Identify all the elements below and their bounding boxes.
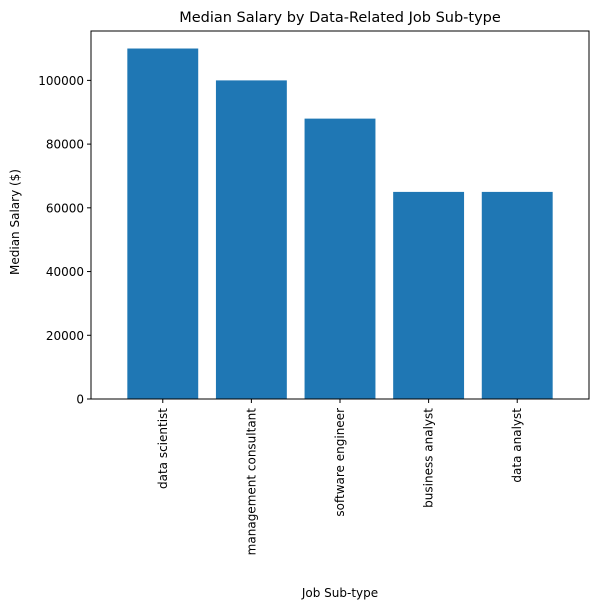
bar-data-scientist [127,48,199,400]
x-axis-ticks: data scientist management consultant softw… [156,399,524,555]
y-tick-label: 100000 [38,74,84,88]
y-axis-label: Median Salary ($) [8,169,22,275]
x-tick-label: software engineer [333,408,347,517]
bar-management-consultant [215,80,287,399]
y-tick-label: 40000 [46,265,84,279]
y-tick-label: 80000 [46,138,84,152]
x-tick-label: data scientist [156,408,170,489]
bars-group [127,48,553,400]
chart-title: Median Salary by Data-Related Job Sub-ty… [179,10,501,26]
x-tick-label: data analyst [510,408,524,483]
bar-data-analyst [481,191,553,399]
y-tick-label: 20000 [46,329,84,343]
y-tick-label: 60000 [46,201,84,215]
bar-software-engineer [304,118,376,400]
y-axis-ticks: 0 20000 40000 60000 80000 100000 [38,74,91,407]
y-tick-label: 0 [76,393,84,407]
x-axis-label: Job Sub-type [301,586,378,600]
plot-frame [90,30,590,400]
x-tick-label: management consultant [244,408,258,556]
bar-business-analyst [393,191,465,399]
x-tick-label: business analyst [422,408,436,508]
